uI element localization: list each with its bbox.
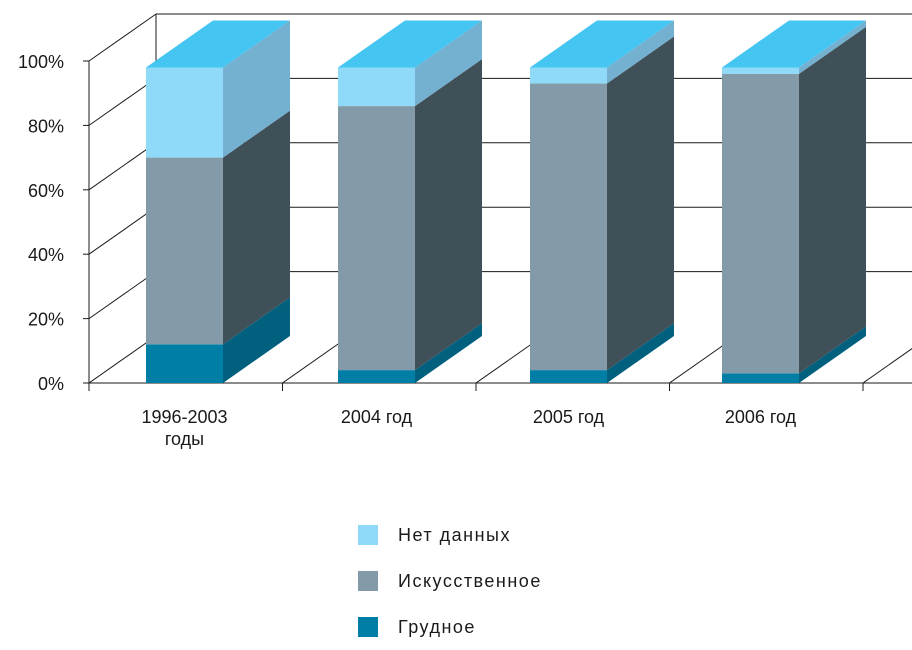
- bar-top: [146, 20, 290, 68]
- y-tick-label: 20%: [28, 310, 64, 330]
- bar-front-1: [722, 373, 799, 383]
- bar-side-1: [223, 297, 290, 383]
- bar-side-3: [607, 20, 674, 84]
- wall-diagonal: [88, 335, 157, 384]
- bar-side-2: [799, 26, 866, 374]
- bar-front-3: [722, 67, 799, 74]
- bar-side-1: [799, 326, 866, 383]
- bar-side-2: [415, 59, 482, 371]
- legend-item: Искусственное: [358, 558, 542, 604]
- wall-diagonal: [88, 13, 157, 62]
- bar-side-1: [415, 323, 482, 383]
- wall-diagonal: [88, 77, 157, 126]
- legend-item: Грудное: [358, 604, 542, 650]
- bar-side-3: [415, 20, 482, 107]
- bar-front-2: [146, 157, 223, 345]
- floor-diagonal: [862, 348, 912, 384]
- y-tick-label: 0%: [38, 374, 64, 394]
- bar-top: [338, 20, 482, 68]
- bar-side-1: [607, 323, 674, 383]
- x-category-label: годы: [165, 429, 204, 449]
- y-tick-label: 60%: [28, 181, 64, 201]
- y-tick-label: 40%: [28, 245, 64, 265]
- legend-swatch: [358, 525, 378, 545]
- bar-front-2: [530, 83, 607, 371]
- bar-side-3: [223, 20, 290, 158]
- bar-front-3: [338, 67, 415, 107]
- bar-side-3: [799, 20, 866, 74]
- wall-diagonal: [88, 142, 157, 191]
- x-category-label: 1996-2003: [141, 407, 227, 427]
- bar-side-2: [223, 110, 290, 345]
- bar-front-1: [530, 370, 607, 383]
- bar-front-3: [530, 67, 607, 84]
- bar-side-2: [607, 36, 674, 371]
- legend-label: Грудное: [398, 616, 476, 637]
- legend-label: Искусственное: [398, 570, 542, 591]
- x-category-label: 2006 год: [725, 407, 797, 427]
- x-category-label: 2005 год: [533, 407, 605, 427]
- bar-front-3: [146, 67, 223, 158]
- legend-item: Нет данных: [358, 512, 542, 558]
- bar-front-1: [338, 370, 415, 383]
- bar-front-2: [722, 73, 799, 374]
- legend-label: Нет данных: [398, 524, 511, 545]
- bar-top: [722, 20, 866, 68]
- legend-swatch: [358, 571, 378, 591]
- x-category-label: 2004 год: [341, 407, 413, 427]
- y-tick-label: 80%: [28, 116, 64, 136]
- wall-diagonal: [88, 271, 157, 320]
- bar-front-2: [338, 106, 415, 371]
- wall-diagonal: [88, 206, 157, 255]
- bar-top: [530, 20, 674, 68]
- legend-swatch: [358, 617, 378, 637]
- bar-front-1: [146, 344, 223, 383]
- legend: Нет данных Искусственное Грудное: [358, 512, 542, 650]
- y-tick-label: 100%: [18, 52, 64, 72]
